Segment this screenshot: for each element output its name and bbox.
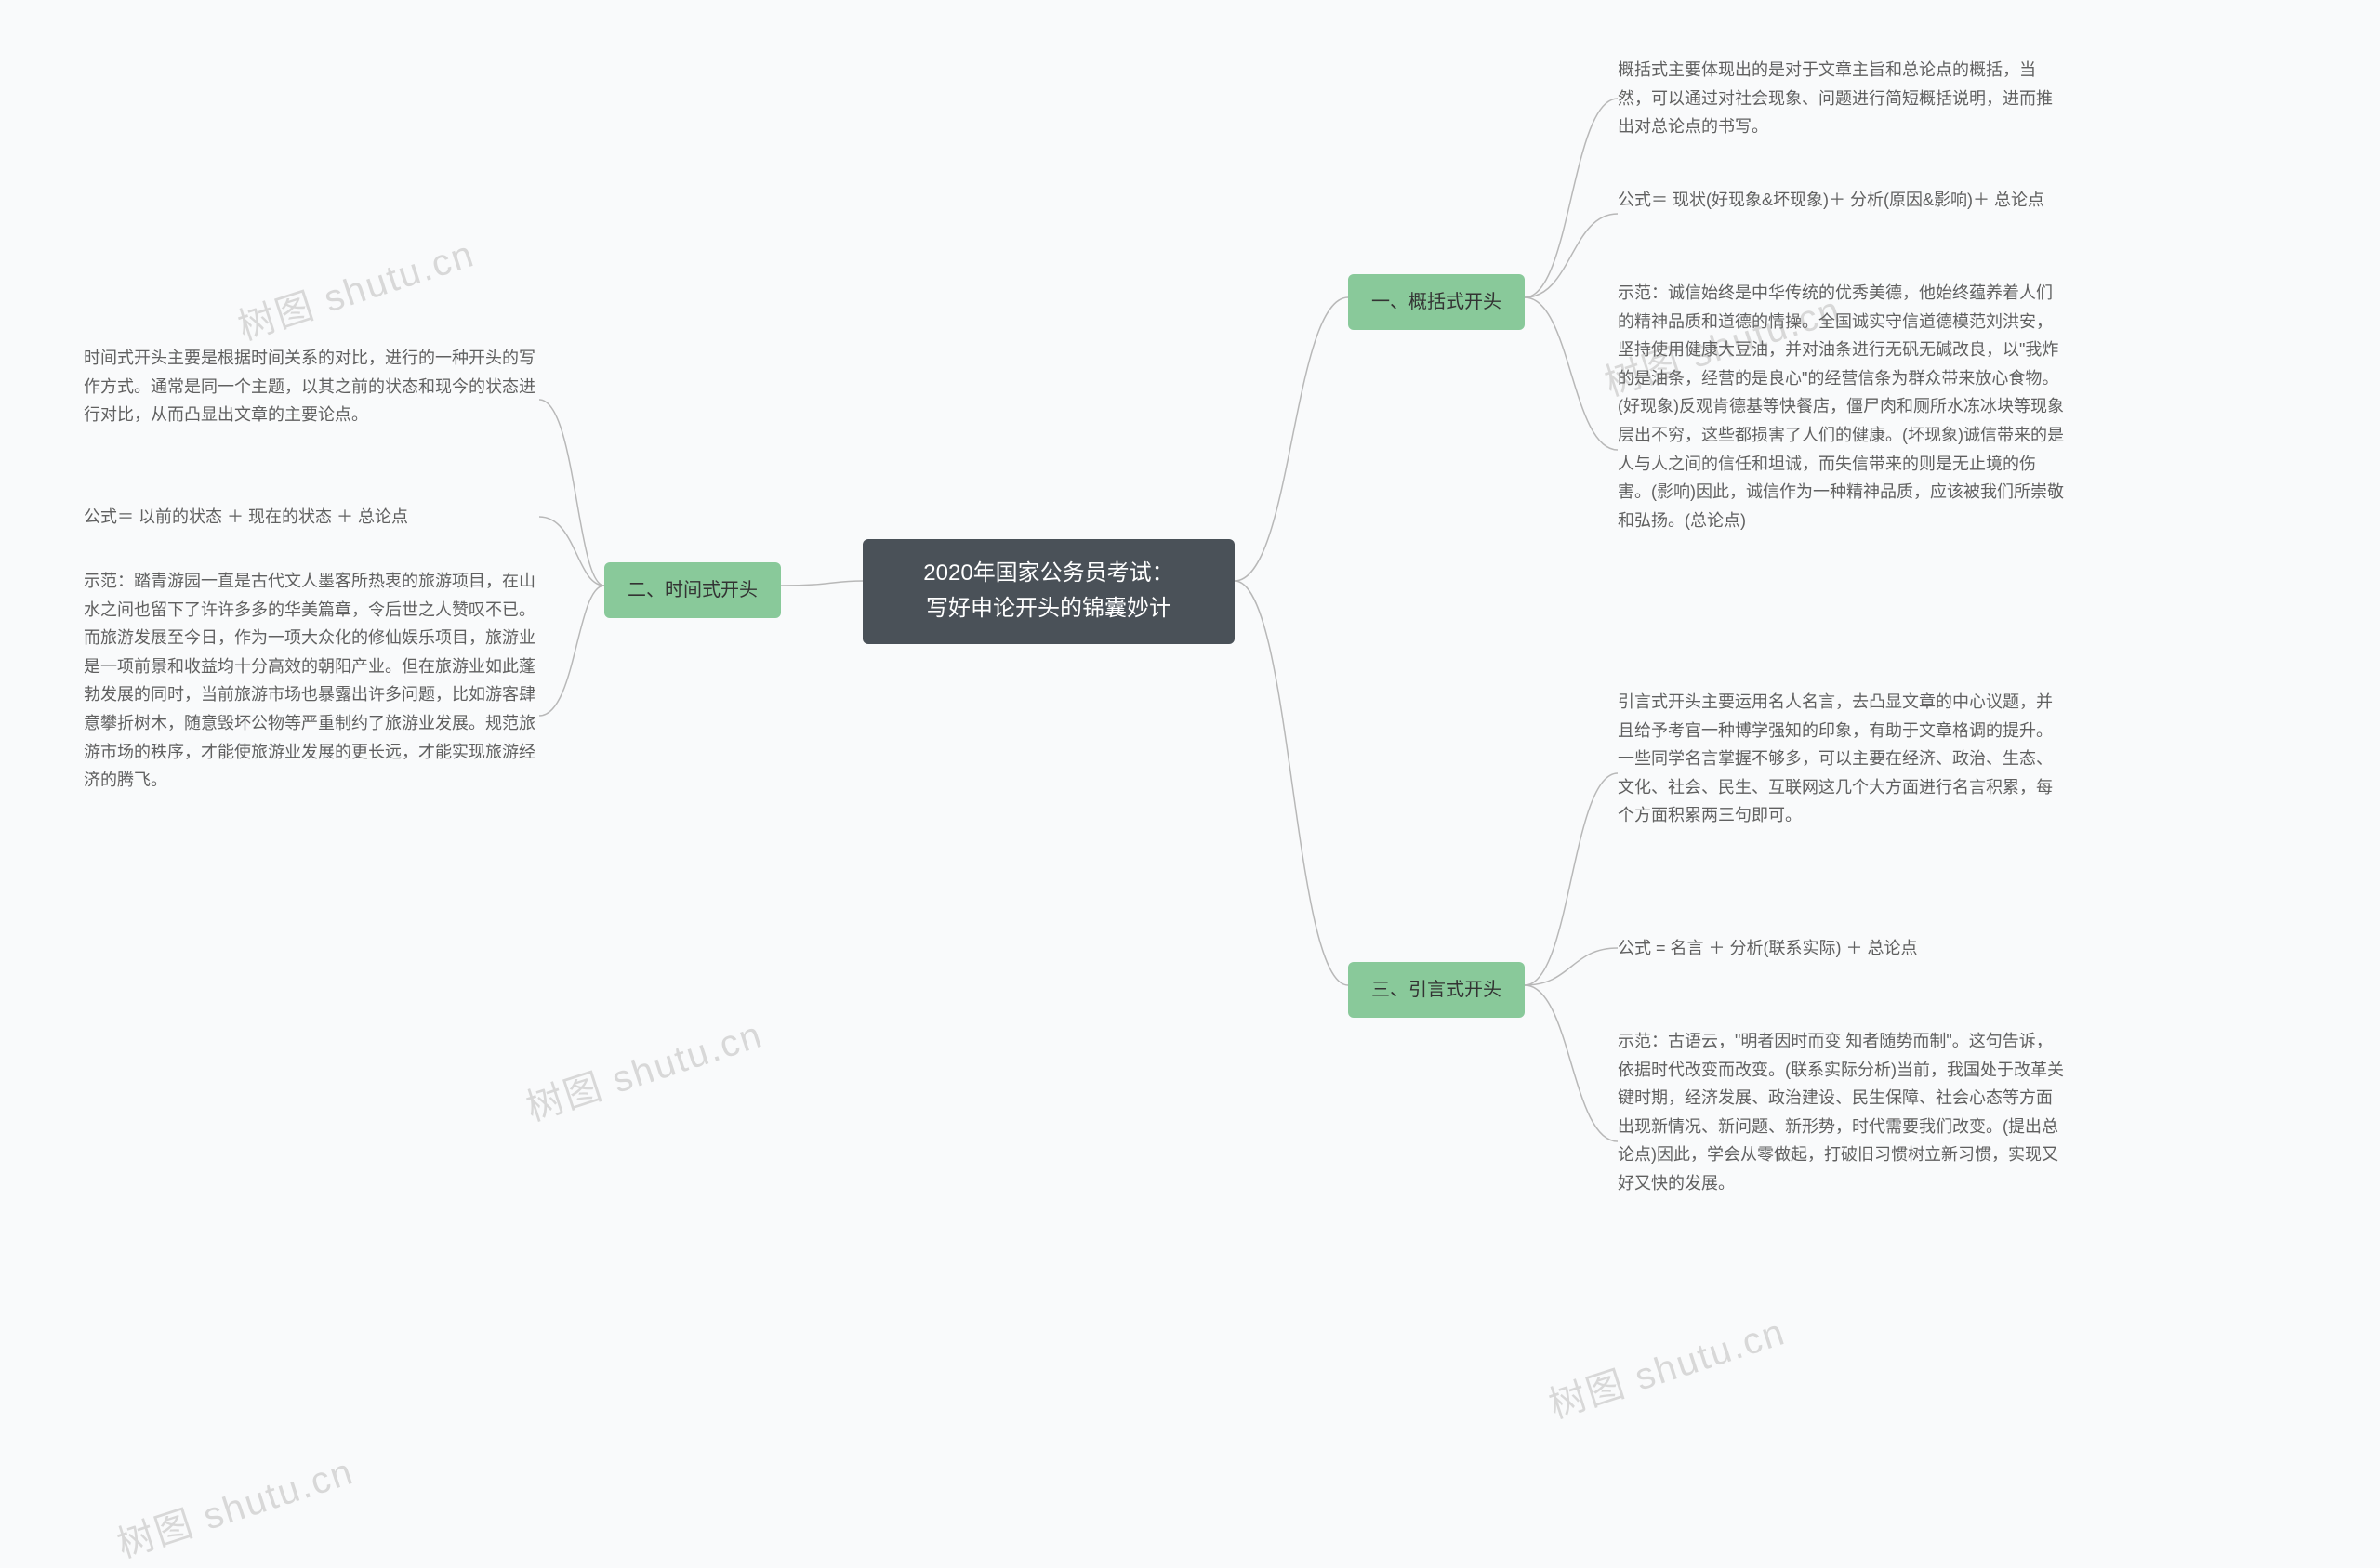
leaf-text: 时间式开头主要是根据时间关系的对比，进行的一种开头的写作方式。通常是同一个主题，…	[84, 344, 539, 429]
watermark: 树图 shutu.cn	[519, 1005, 769, 1132]
branch-summary-opening[interactable]: 一、概括式开头	[1348, 274, 1525, 330]
branch-time-opening[interactable]: 二、时间式开头	[604, 562, 781, 618]
leaf-text: 示范：诚信始终是中华传统的优秀美德，他始终蕴养着人们的精神品质和道德的情操。全国…	[1618, 279, 2064, 534]
mindmap-root[interactable]: 2020年国家公务员考试： 写好申论开头的锦囊妙计	[863, 539, 1235, 644]
leaf-text: 公式＝ 现状(好现象&坏现象)＋ 分析(原因&影响)＋ 总论点	[1618, 186, 2064, 215]
leaf-text: 公式＝ 以前的状态 ＋ 现在的状态 ＋ 总论点	[84, 503, 539, 532]
leaf-text: 公式 = 名言 ＋ 分析(联系实际) ＋ 总论点	[1618, 934, 2064, 963]
leaf-text: 示范：古语云，"明者因时而变 知者随势而制"。这句告诉，依据时代改变而改变。(联…	[1618, 1027, 2064, 1198]
leaf-text: 概括式主要体现出的是对于文章主旨和总论点的概括，当然，可以通过对社会现象、问题进…	[1618, 56, 2064, 141]
watermark: 树图 shutu.cn	[1541, 1302, 1792, 1430]
branch-quote-opening[interactable]: 三、引言式开头	[1348, 962, 1525, 1018]
watermark: 树图 shutu.cn	[231, 224, 481, 351]
leaf-text: 引言式开头主要运用名人名言，去凸显文章的中心议题，并且给予考官一种博学强知的印象…	[1618, 688, 2064, 830]
leaf-text: 示范：踏青游园一直是古代文人墨客所热衷的旅游项目，在山水之间也留下了许许多多的华…	[84, 567, 539, 795]
watermark: 树图 shutu.cn	[110, 1442, 360, 1568]
